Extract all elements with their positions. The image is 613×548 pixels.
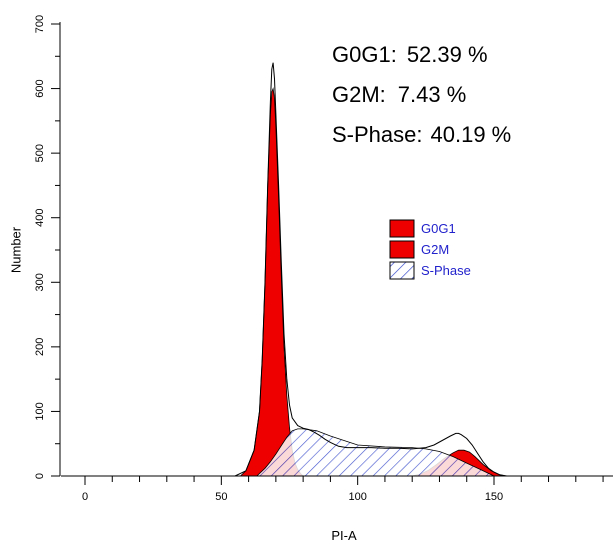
y-tick-label: 100 [34,402,46,420]
x-tick-label: 150 [485,491,503,503]
stat-value: 7.43 % [398,82,467,107]
x-axis-title: PI-A [331,528,357,543]
y-tick-label: 300 [34,273,46,291]
histogram-outline [234,62,511,477]
stat-value: 52.39 % [407,42,488,67]
y-tick-label: 600 [34,79,46,97]
y-tick-label: 200 [34,338,46,356]
legend-label-g0g1: G0G1 [421,221,456,236]
plot-area [234,62,511,477]
stat-label: S-Phase: [332,122,423,147]
axes: 0 50 100 150 0 100 200 300 400 500 600 700 PI-A Numbe… [9,15,613,543]
x-tick-label: 0 [82,491,88,503]
stat-line: S-Phase: 40.19 % [332,122,511,147]
stat-label: G2M: [332,82,386,107]
series-s-phase-area [255,428,495,477]
legend-label-g2m: G2M [421,242,449,257]
stat-line: G0G1: 52.39 % [332,42,488,67]
legend-swatch-s-phase [389,261,415,280]
legend-swatch-g2m [389,240,415,259]
y-tick-label: 0 [34,473,46,479]
legend-label-s-phase: S-Phase [421,263,471,278]
legend-swatch-g0g1 [389,219,415,238]
y-tick-label: 700 [34,15,46,33]
y-tick-label: 400 [34,209,46,227]
x-tick-label: 50 [215,491,227,503]
y-axis-title: Number [9,226,24,273]
x-tick-label: 100 [348,491,366,503]
stat-label: G0G1: [332,42,397,67]
stat-line: G2M: 7.43 % [332,82,466,107]
y-tick-label: 500 [34,144,46,162]
series-g0g1-area [239,87,305,477]
stat-value: 40.19 % [431,122,512,147]
stats-block: G0G1: 52.39 % G2M: 7.43 % S-Phase: 40.19 % [332,42,511,147]
legend: G0G1 G2M S-Phase [389,219,471,280]
